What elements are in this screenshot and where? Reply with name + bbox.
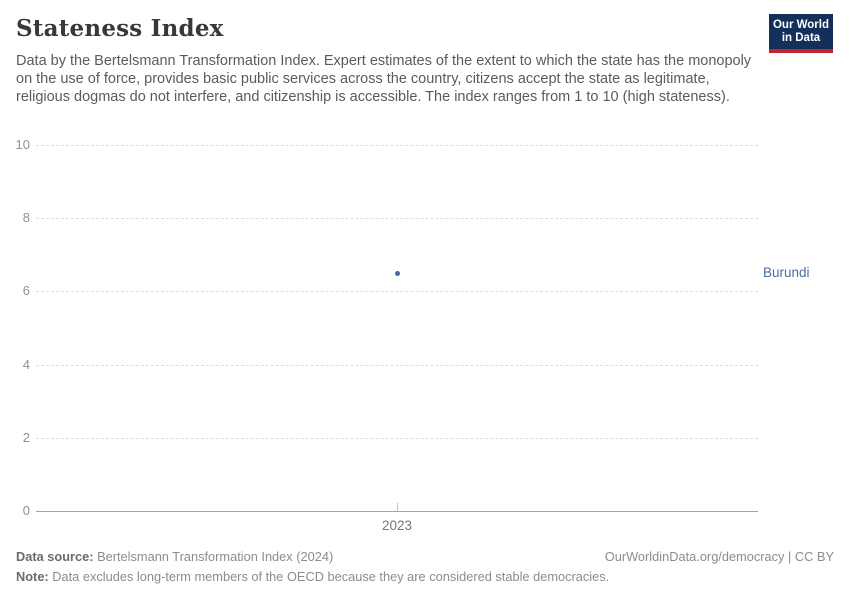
y-tick-label-10: 10 xyxy=(15,137,30,152)
owid-logo-text-line2: in Data xyxy=(781,32,821,44)
gridline-y-10 xyxy=(36,145,758,146)
gridline-y-8 xyxy=(36,218,758,220)
data-source-label: Data source: xyxy=(16,549,94,564)
entity-label-burundi[interactable]: Burundi xyxy=(763,265,810,281)
y-tick-label-8: 8 xyxy=(22,210,30,226)
y-tick-label-4: 4 xyxy=(22,356,30,372)
x-axis-line xyxy=(36,511,758,512)
y-tick-label-6: 6 xyxy=(22,283,30,299)
gridline-y-6 xyxy=(36,291,758,293)
note-label: Note: xyxy=(16,569,49,584)
rights-link[interactable]: OurWorldinData.org/democracy | CC BY xyxy=(604,549,834,564)
note-value: Data excludes long-term members of the O… xyxy=(48,569,610,584)
x-tick-mark xyxy=(397,503,398,511)
y-tick-label-2: 2 xyxy=(22,429,30,445)
footer-note-row: Note: Data excludes long-term members of… xyxy=(16,569,834,584)
footer-source-row: Data source: Bertelsmann Transformation … xyxy=(16,549,834,564)
data-source-text: Data source: Bertelsmann Transformation … xyxy=(16,549,333,564)
data-source-value: Bertelsmann Transformation Index (2024) xyxy=(93,549,334,564)
owid-logo-text-line1: Our World xyxy=(772,19,829,31)
data-point-burundi[interactable] xyxy=(394,270,400,276)
x-tick-label: 2023 xyxy=(381,518,413,533)
owid-logo[interactable]: Our World in Data xyxy=(769,14,833,53)
chart-subtitle: Data by the Bertelsmann Transformation I… xyxy=(16,53,752,105)
y-tick-label-0: 0 xyxy=(22,503,30,518)
chart-title: Stateness Index xyxy=(16,15,224,42)
gridline-y-2 xyxy=(36,437,758,439)
gridline-y-4 xyxy=(36,364,758,366)
